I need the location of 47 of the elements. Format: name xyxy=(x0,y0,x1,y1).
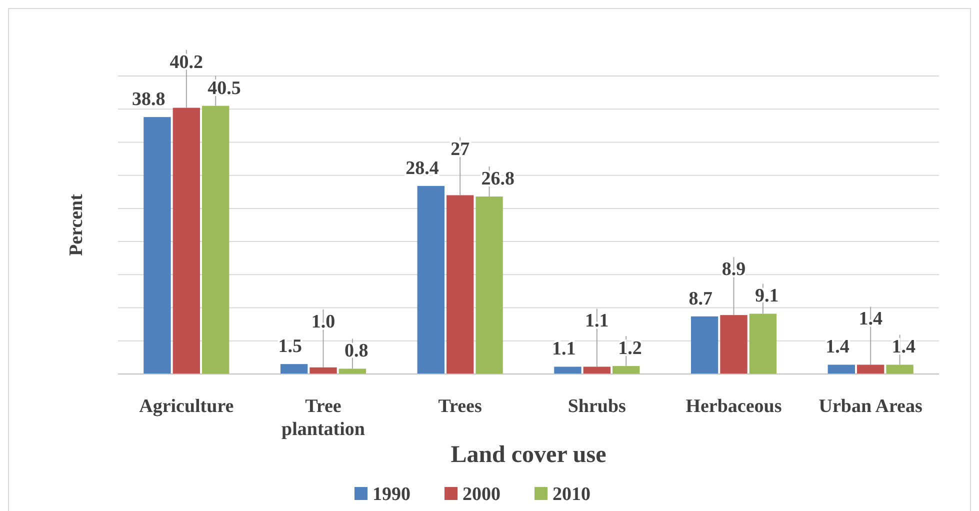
legend-label: 2000 xyxy=(462,484,500,505)
bar xyxy=(310,367,337,374)
x-tick-label: Agriculture xyxy=(139,396,234,417)
data-label: 1.5 xyxy=(278,336,302,358)
x-tick-label: Urban Areas xyxy=(818,396,922,417)
legend-label: 1990 xyxy=(372,484,410,505)
data-label: 27 xyxy=(450,139,470,160)
data-label: 26.8 xyxy=(481,168,515,190)
bar xyxy=(202,106,230,374)
bar xyxy=(690,316,718,374)
bar xyxy=(828,364,855,374)
bar xyxy=(144,117,171,374)
bar xyxy=(583,366,611,374)
data-label: 40.2 xyxy=(170,52,204,73)
bar xyxy=(417,186,444,374)
data-label: 1.1 xyxy=(552,338,576,360)
data-label: 9.1 xyxy=(754,286,779,307)
data-label: 8.7 xyxy=(688,288,714,310)
data-label: 1.2 xyxy=(618,338,642,360)
data-label: 1.1 xyxy=(585,310,609,332)
data-label: 1.4 xyxy=(858,308,883,330)
bar xyxy=(446,195,474,374)
x-tick-label: Herbaceous xyxy=(686,396,782,417)
y-axis-title: Percent xyxy=(66,193,87,256)
bar xyxy=(856,364,884,374)
bar xyxy=(338,368,366,374)
bar xyxy=(612,366,640,374)
data-label: 38.8 xyxy=(132,89,166,110)
data-label: 0.8 xyxy=(344,340,368,362)
data-label: 28.4 xyxy=(406,158,440,179)
data-label: 8.9 xyxy=(722,259,746,280)
data-label: 1.0 xyxy=(311,311,336,332)
x-tick-label: Shrubs xyxy=(568,396,626,417)
x-axis-title: Land cover use xyxy=(450,442,607,468)
bar xyxy=(280,364,308,374)
bar xyxy=(886,364,914,374)
legend-label: 2010 xyxy=(552,484,590,505)
bar xyxy=(720,315,748,374)
bar xyxy=(554,366,582,374)
bar xyxy=(476,196,503,374)
bar xyxy=(172,108,200,374)
data-label: 1.4 xyxy=(892,336,916,358)
bar xyxy=(749,314,777,374)
x-tick-label: Trees xyxy=(438,396,482,417)
x-tick-label: Tree plantation xyxy=(282,396,366,440)
data-label: 40.5 xyxy=(208,78,241,99)
data-label: 1.4 xyxy=(826,336,850,358)
